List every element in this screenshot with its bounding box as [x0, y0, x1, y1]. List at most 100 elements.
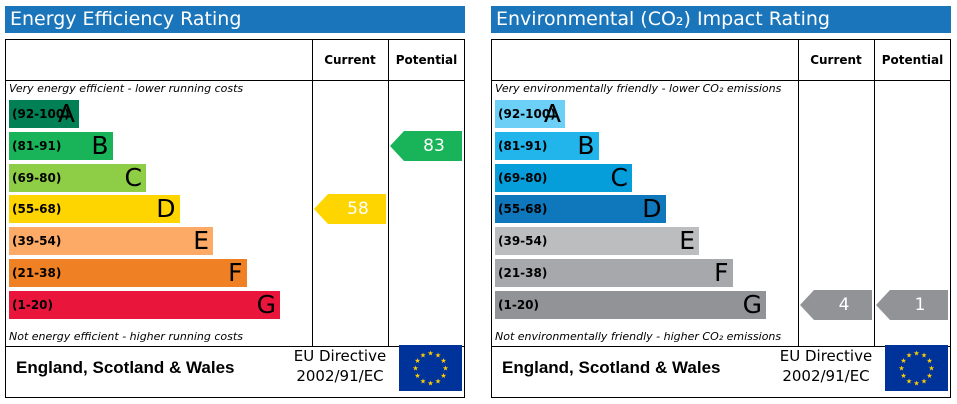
eu-star-icon: ★ [414, 357, 420, 365]
directive-line-2: 2002/91/EC [296, 367, 384, 385]
band-letter-label: A [543, 99, 561, 128]
column-divider [874, 40, 875, 346]
eu-star-icon: ★ [906, 352, 912, 360]
current-rating-arrow: 58 [314, 194, 386, 225]
current-rating-value: 58 [347, 199, 369, 220]
band-range-label: (81-91) [498, 138, 548, 153]
band-letter-label: C [124, 162, 142, 192]
band-range-label: (92-100) [498, 107, 556, 121]
eu-star-icon: ★ [435, 378, 441, 386]
current-rating-value: 4 [838, 294, 850, 315]
eu-star-icon: ★ [921, 352, 927, 360]
footer-directive: EU Directive 2002/91/EC [288, 346, 392, 386]
eu-star-icon: ★ [420, 378, 426, 386]
eu-star-icon: ★ [440, 357, 446, 365]
eu-star-icon: ★ [427, 380, 433, 388]
eu-stars: ★ ★★★★★★★★★★★ [412, 350, 448, 388]
band-range-label: (39-54) [498, 234, 548, 249]
top-note: Very energy efficient - lower running co… [9, 82, 244, 95]
band-d: (55-68) D [9, 194, 180, 224]
eu-star-icon: ★ [926, 372, 932, 380]
eu-star-icon: ★ [442, 365, 448, 373]
rating-table: Current Potential Very environmentally f… [491, 39, 951, 398]
band-range-label: (1-20) [12, 297, 53, 312]
header-divider [6, 80, 464, 81]
eu-star-icon: ★ [427, 350, 433, 358]
column-divider [312, 40, 313, 346]
band-range-label: (39-54) [12, 234, 62, 249]
footer-country: England, Scotland & Wales [16, 358, 235, 377]
directive-line-1: EU Directive [779, 347, 873, 365]
band-range-label: (55-68) [12, 202, 62, 217]
footer-directive: EU Directive 2002/91/EC [774, 346, 878, 386]
rating-table: Current Potential Very energy efficient … [5, 39, 465, 398]
eu-star-icon: ★ [913, 380, 919, 388]
eu-star-icon: ★ [928, 365, 934, 373]
current-arrow-shape [314, 194, 386, 225]
band-g: (1-20) G [495, 289, 766, 319]
eu-star-icon: ★ [906, 378, 912, 386]
band-range-label: (92-100) [12, 107, 70, 121]
potential-arrow-shape [390, 130, 462, 161]
potential-rating-value: 1 [914, 294, 926, 315]
potential-rating-arrow: 1 [876, 289, 948, 320]
environmental-impact-panel: Environmental (CO₂) Impact Rating Curren… [491, 6, 951, 398]
band-f: (21-38) F [495, 258, 733, 287]
band-g: (1-20) G [9, 290, 280, 319]
current-rating-arrow: 4 [800, 289, 872, 320]
potential-rating-arrow: 83 [390, 130, 462, 161]
eu-stars: ★ ★★★★★★★★★★★ [898, 350, 934, 388]
band-c: (69-80) C [495, 162, 632, 192]
eu-star-icon: ★ [898, 365, 904, 373]
band-range-label: (55-68) [498, 202, 548, 217]
band-letter-label: G [742, 289, 762, 319]
eu-flag-icon: ★ ★ ★ ★ ★ ★ ★ ★ ★ ★ ★ ★ [399, 345, 462, 391]
directive-line-2: 2002/91/EC [782, 367, 870, 385]
column-header-current: Current [810, 53, 862, 67]
chart-title: Environmental (CO₂) Impact Rating [491, 6, 951, 33]
eu-star-icon: ★ [414, 372, 420, 380]
band-letter-label: C [610, 162, 628, 192]
band-letter-label: F [228, 258, 243, 287]
band-letter-label: A [57, 99, 75, 128]
eu-star-icon: ★ [412, 365, 418, 373]
footer-divider [6, 346, 464, 347]
eu-star-icon: ★ [913, 350, 919, 358]
current-arrow-shape [800, 289, 872, 320]
potential-arrow-shape [876, 289, 948, 320]
band-e: (39-54) E [9, 226, 213, 256]
potential-rating-value: 83 [423, 135, 445, 156]
eu-star-icon: ★ [435, 352, 441, 360]
band-range-label: (81-91) [12, 138, 62, 153]
eu-star-icon: ★ [440, 372, 446, 380]
band-range-label: (21-38) [12, 266, 62, 280]
top-note: Very environmentally friendly - lower CO… [495, 82, 782, 95]
eu-flag-icon: ★ ★ ★ ★ ★ ★ ★ ★ ★ ★ ★ ★ [885, 345, 948, 391]
eu-star-icon: ★ [900, 372, 906, 380]
band-e: (39-54) E [495, 226, 699, 256]
column-divider [798, 40, 799, 346]
band-letter-label: D [642, 194, 662, 224]
band-range-label: (69-80) [498, 170, 548, 185]
band-letter-label: B [91, 130, 109, 160]
eu-star-icon: ★ [900, 357, 906, 365]
band-b: (81-91) B [495, 130, 599, 160]
band-letter-label: F [714, 258, 729, 287]
directive-line-1: EU Directive [293, 347, 387, 365]
column-divider [388, 40, 389, 346]
column-header-potential: Potential [395, 53, 458, 67]
energy-efficiency-panel: Energy Efficiency Rating Current Potenti… [5, 6, 465, 398]
band-letter-label: E [679, 226, 695, 256]
band-a: (92-100) A [495, 99, 565, 128]
header-divider [492, 80, 950, 81]
band-f: (21-38) F [9, 258, 247, 287]
band-letter-label: D [156, 194, 176, 224]
eu-star-icon: ★ [420, 352, 426, 360]
band-range-label: (21-38) [498, 266, 548, 280]
chart-title: Energy Efficiency Rating [5, 6, 465, 33]
column-header-potential: Potential [881, 53, 944, 67]
band-a: (92-100) A [9, 99, 79, 128]
band-letter-label: B [577, 130, 595, 160]
column-header-current: Current [324, 53, 376, 67]
eu-star-icon: ★ [921, 378, 927, 386]
